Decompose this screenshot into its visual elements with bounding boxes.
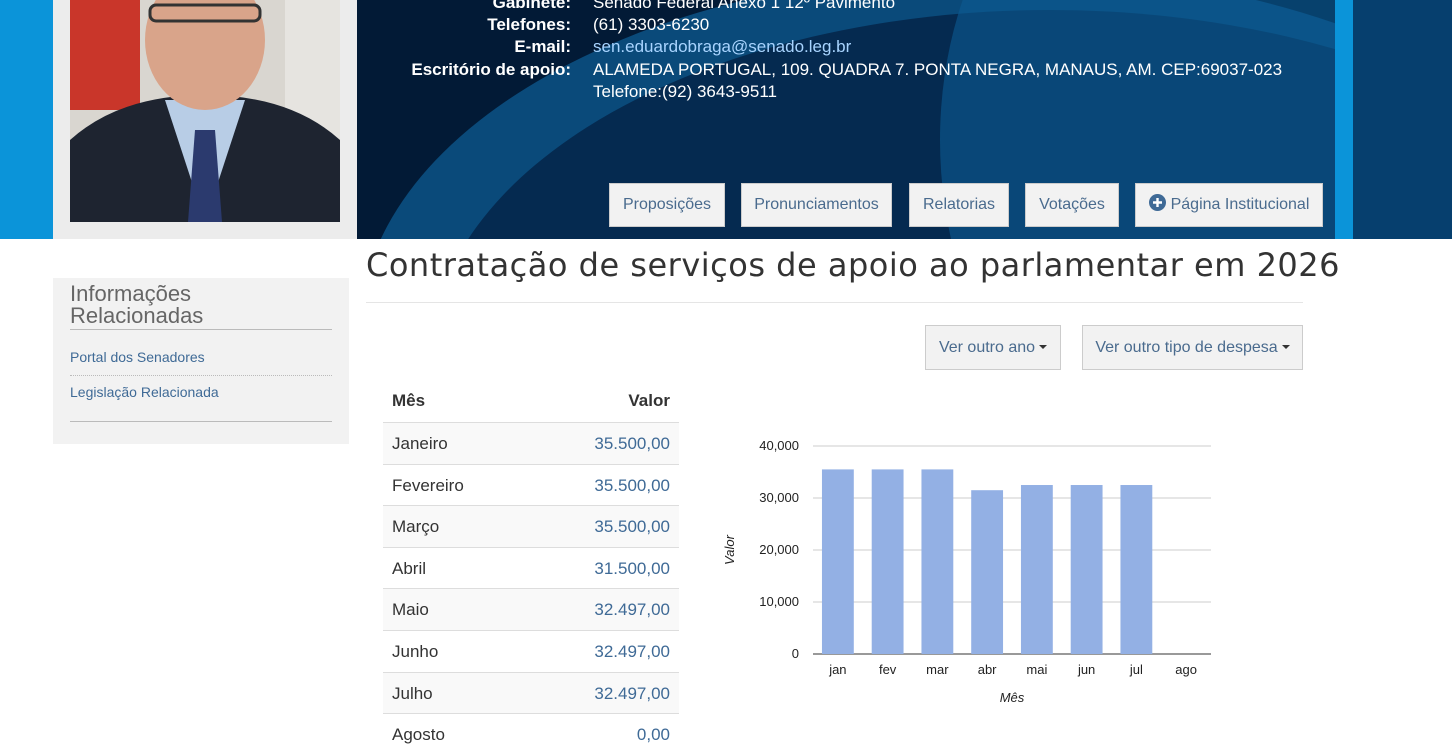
table-row: Julho 32.497,00 [383, 671, 679, 714]
sidebar-title: Informações Relacionadas [70, 281, 204, 328]
month-cell: Março [392, 517, 440, 537]
dropdown-label: Ver outro tipo de despesa [1095, 339, 1278, 356]
x-tick-label: jan [828, 662, 846, 677]
value-cell: 32.497,00 [594, 683, 670, 703]
x-axis-label: Mês [1000, 690, 1025, 705]
month-cell: Agosto [392, 725, 445, 745]
value-cell: 35.500,00 [594, 434, 670, 453]
value-cell: 32.497,00 [594, 642, 670, 661]
column-header: Mês [392, 391, 426, 410]
nav-label: Proposições [622, 196, 712, 213]
field-value: Senado Federal Anexo 1 12º Pavimento [593, 0, 896, 12]
value-cell: 32.497,00 [594, 600, 670, 620]
x-tick-label: abr [978, 662, 997, 677]
y-tick-label: 30,000 [759, 490, 799, 505]
table-header: Mês Valor [383, 380, 679, 422]
bar [1120, 485, 1153, 654]
table-row: Junho 32.497,00 [383, 630, 679, 672]
month-cell: Fevereiro [392, 475, 464, 495]
field-label: E-mail: [514, 37, 571, 56]
type-dropdown[interactable]: Ver outro tipo de despesa [1082, 325, 1303, 370]
senator-photo [70, 0, 340, 222]
nav-label: Página Institucional [1170, 196, 1310, 213]
table-row: Agosto 0,00 [383, 713, 679, 755]
nav-label: Pronunciamentos [754, 196, 879, 213]
page-title: Contratação de serviços de apoio ao parl… [366, 246, 1340, 284]
x-tick-label: ago [1175, 662, 1197, 677]
bar [1020, 485, 1053, 654]
nav-button[interactable]: Relatorias [909, 183, 1009, 227]
value-cell: 0,00 [636, 725, 670, 745]
email-link[interactable]: sen.eduardobraga@senado.leg.br [593, 37, 852, 56]
office-phone: Telefone:(92) 3643-9511 [593, 82, 777, 101]
year-dropdown[interactable]: Ver outro ano [925, 325, 1061, 370]
header: Gabinete: Senado Federal Anexo 1 12º Pavi… [0, 0, 1452, 239]
sidebar: Informações Relacionadas Portal dos Sena… [53, 278, 349, 444]
value-cell: 35.500,00 [594, 517, 670, 537]
bar [921, 469, 954, 654]
table-row: Abril 31.500,00 [383, 546, 679, 589]
nav-button[interactable]: Proposições [609, 183, 725, 227]
table-row: Maio 32.497,00 [383, 588, 679, 631]
nav-button[interactable]: Votações [1025, 183, 1119, 227]
bar [971, 490, 1004, 654]
field-label: Escritório de apoio: [411, 60, 571, 79]
y-tick-label: 40,000 [759, 438, 799, 453]
plus-icon [1148, 194, 1166, 211]
field-label: Gabinete: [492, 0, 571, 12]
field-label: Telefones: [487, 15, 571, 34]
x-tick-label: fev [879, 662, 897, 677]
value-cell: 31.500,00 [594, 558, 670, 578]
nav-button[interactable]: Página Institucional [1135, 183, 1323, 227]
month-cell: Julho [392, 683, 433, 703]
bar [821, 469, 854, 654]
nav-label: Relatorias [922, 196, 996, 213]
field-value: ALAMEDA PORTUGAL, 109. QUADRA 7. PONTA N… [593, 60, 1283, 79]
nav-button[interactable]: Pronunciamentos [741, 183, 892, 227]
x-tick-label: jul [1129, 662, 1143, 677]
y-tick-label: 10,000 [759, 594, 799, 609]
table-row: Fevereiro 35.500,00 [383, 463, 679, 506]
sidebar-link[interactable]: Legislação Relacionada [70, 384, 219, 400]
y-axis-label: Valor [722, 534, 737, 565]
x-tick-label: jun [1077, 662, 1095, 677]
bar [871, 469, 904, 654]
month-cell: Maio [392, 600, 429, 620]
x-tick-label: mar [926, 662, 949, 677]
month-cell: Janeiro [392, 434, 448, 453]
header-background [0, 0, 1452, 239]
column-header: Valor [628, 391, 670, 410]
y-tick-label: 20,000 [759, 542, 799, 557]
month-cell: Abril [392, 558, 427, 578]
month-cell: Junho [392, 642, 439, 661]
y-tick-label: 0 [792, 646, 799, 661]
table-row: Janeiro 35.500,00 [383, 422, 679, 464]
table-row: Março 35.500,00 [383, 505, 679, 548]
field-value: (61) 3303-6230 [593, 15, 710, 34]
value-cell: 35.500,00 [594, 475, 670, 495]
dropdown-label: Ver outro ano [938, 339, 1036, 356]
x-tick-label: mai [1026, 662, 1047, 677]
bar [1070, 485, 1103, 654]
chart: 0 10,000 20,000 30,000 40,000 jan fev mar abr mai… [722, 438, 1211, 705]
sidebar-link[interactable]: Portal dos Senadores [70, 349, 205, 365]
nav-label: Votações [1039, 196, 1105, 213]
